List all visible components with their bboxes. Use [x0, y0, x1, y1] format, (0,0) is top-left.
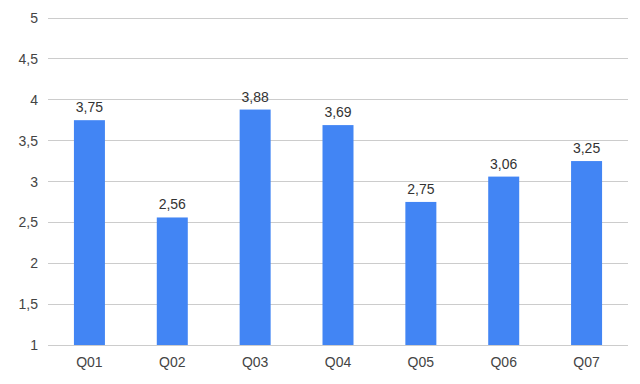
y-tick-label: 5: [30, 10, 38, 26]
labels: 3,75 2,56 3,88 3,69 2,75 3,06 3,25: [76, 89, 601, 213]
bar: [74, 120, 105, 345]
grid-line: [48, 99, 628, 100]
y-tick-label: 3: [30, 174, 38, 190]
data-label: 3,69: [324, 104, 351, 120]
y-axis-line: [48, 18, 49, 345]
y-tick-label: 3,5: [19, 133, 39, 149]
data-label: 2,56: [159, 196, 186, 212]
data-label: 3,06: [490, 156, 517, 172]
x-tick-label: Q04: [325, 354, 352, 370]
chart-container: 1 1,5 2 2,5 3 3,5 4 4,5 5 3,75 2,56 3,88 3,69 2,75 3,0…: [0, 0, 640, 384]
y-tick-label: 4: [30, 92, 38, 108]
x-axis: Q01 Q02 Q03 Q04 Q05 Q06 Q07: [76, 354, 600, 370]
bar: [405, 202, 436, 345]
x-tick-label: Q07: [573, 354, 600, 370]
chart-svg: 1 1,5 2 2,5 3 3,5 4 4,5 5 3,75 2,56 3,88 3,69 2,75 3,0…: [0, 0, 640, 384]
grid-line: [48, 58, 628, 59]
y-axis: 1 1,5 2 2,5 3 3,5 4 4,5 5: [19, 10, 628, 353]
bar: [323, 125, 354, 345]
x-tick-label: Q02: [159, 354, 186, 370]
x-tick-label: Q05: [408, 354, 435, 370]
y-tick-label: 2: [30, 255, 38, 271]
data-label: 3,88: [242, 89, 269, 105]
bar: [157, 217, 188, 345]
x-tick-label: Q01: [76, 354, 103, 370]
y-tick-label: 4,5: [19, 51, 39, 67]
y-tick-label: 2,5: [19, 214, 39, 230]
x-tick-label: Q06: [490, 354, 517, 370]
bars: [74, 110, 602, 345]
data-label: 2,75: [407, 181, 434, 197]
data-label: 3,75: [76, 99, 103, 115]
x-tick-label: Q03: [242, 354, 269, 370]
y-tick-label: 1,5: [19, 296, 39, 312]
grid-line: [48, 18, 628, 19]
bar: [571, 161, 602, 345]
bar: [488, 177, 519, 345]
y-tick-label: 1: [30, 337, 38, 353]
data-label: 3,25: [573, 140, 600, 156]
bar: [240, 110, 271, 345]
